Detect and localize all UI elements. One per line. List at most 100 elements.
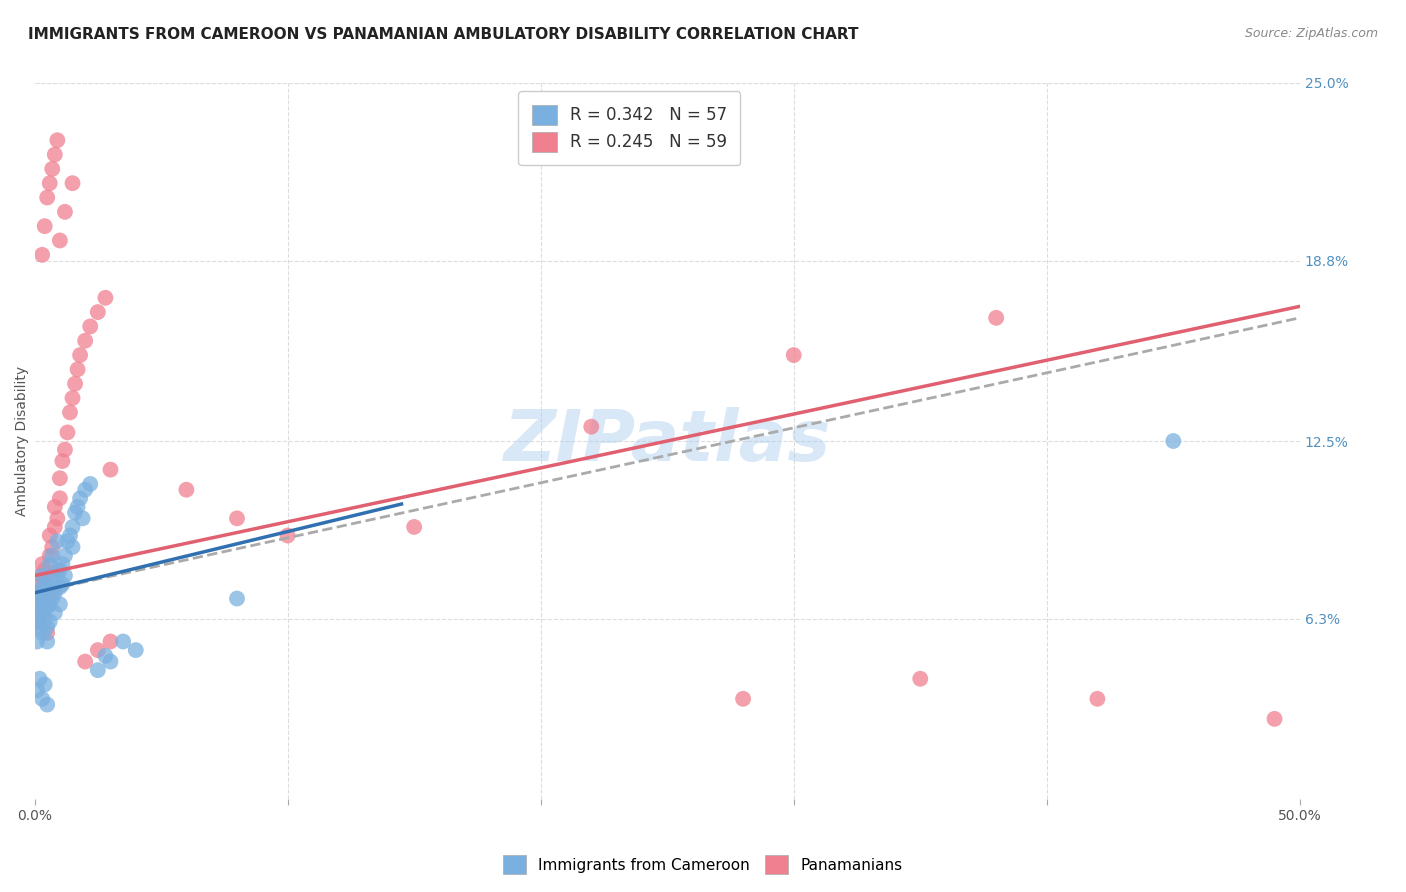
Point <box>910 672 932 686</box>
Point <box>986 310 1008 325</box>
Point <box>79 477 101 491</box>
Point <box>44 500 66 514</box>
Point <box>87 305 110 319</box>
Point <box>25 615 48 629</box>
Point <box>100 655 122 669</box>
Point <box>37 580 59 594</box>
Point <box>112 634 135 648</box>
Point <box>37 568 59 582</box>
Point <box>41 549 63 563</box>
Point <box>59 528 82 542</box>
Point <box>37 634 59 648</box>
Point <box>38 597 60 611</box>
Point <box>62 176 84 190</box>
Point <box>1087 691 1109 706</box>
Point <box>28 582 51 597</box>
Point <box>100 634 122 648</box>
Point <box>46 568 69 582</box>
Point <box>733 691 755 706</box>
Point <box>34 594 56 608</box>
Point <box>63 506 86 520</box>
Point <box>226 511 249 525</box>
Point <box>34 577 56 591</box>
Point <box>66 362 89 376</box>
Point <box>49 597 72 611</box>
Point <box>44 520 66 534</box>
Point <box>51 454 73 468</box>
Point <box>87 643 110 657</box>
Point <box>31 248 53 262</box>
Point <box>31 586 53 600</box>
Point <box>53 549 76 563</box>
Point <box>56 425 79 440</box>
Point <box>25 597 48 611</box>
Point <box>69 348 91 362</box>
Point <box>28 568 51 582</box>
Point <box>31 691 53 706</box>
Point <box>34 611 56 625</box>
Point <box>46 563 69 577</box>
Point <box>404 520 426 534</box>
Point <box>62 391 84 405</box>
Point <box>1263 712 1285 726</box>
Point <box>46 534 69 549</box>
Point <box>38 549 60 563</box>
Point <box>94 648 117 663</box>
Point <box>63 376 86 391</box>
Point <box>53 568 76 582</box>
Y-axis label: Ambulatory Disability: Ambulatory Disability <box>15 366 30 516</box>
Point <box>31 568 53 582</box>
Point <box>56 534 79 549</box>
Point <box>51 577 73 591</box>
Point <box>34 219 56 234</box>
Legend: R = 0.342   N = 57, R = 0.245   N = 59: R = 0.342 N = 57, R = 0.245 N = 59 <box>519 91 741 165</box>
Point <box>38 176 60 190</box>
Point <box>46 133 69 147</box>
Point <box>66 500 89 514</box>
Point <box>37 597 59 611</box>
Point <box>28 620 51 634</box>
Point <box>100 463 122 477</box>
Point <box>62 520 84 534</box>
Point <box>37 698 59 712</box>
Point <box>37 626 59 640</box>
Point <box>581 419 603 434</box>
Text: Source: ZipAtlas.com: Source: ZipAtlas.com <box>1244 27 1378 40</box>
Point <box>34 591 56 606</box>
Point <box>226 591 249 606</box>
Point <box>46 511 69 525</box>
Point <box>44 586 66 600</box>
Point <box>44 147 66 161</box>
Point <box>41 591 63 606</box>
Point <box>31 577 53 591</box>
Point <box>41 586 63 600</box>
Point <box>41 161 63 176</box>
Point <box>25 615 48 629</box>
Point <box>75 483 97 497</box>
Point <box>31 557 53 571</box>
Point <box>69 491 91 506</box>
Point <box>783 348 806 362</box>
Point <box>38 528 60 542</box>
Point <box>49 580 72 594</box>
Point <box>28 597 51 611</box>
Point <box>31 606 53 620</box>
Point <box>44 606 66 620</box>
Text: ZIPatlas: ZIPatlas <box>503 407 831 475</box>
Point <box>41 574 63 589</box>
Point <box>176 483 198 497</box>
Point <box>34 563 56 577</box>
Point <box>79 319 101 334</box>
Point <box>87 663 110 677</box>
Point <box>28 672 51 686</box>
Point <box>49 471 72 485</box>
Point <box>41 540 63 554</box>
Point <box>38 557 60 571</box>
Point <box>34 677 56 691</box>
Point <box>75 334 97 348</box>
Point <box>37 620 59 634</box>
Point <box>28 591 51 606</box>
Point <box>37 600 59 615</box>
Point <box>53 204 76 219</box>
Point <box>53 442 76 457</box>
